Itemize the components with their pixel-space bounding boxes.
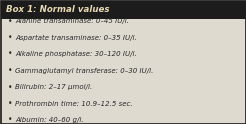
Text: •: •: [8, 66, 13, 75]
Text: Alanine transaminase: 0–45 IU/l.: Alanine transaminase: 0–45 IU/l.: [15, 18, 129, 24]
Text: Bilirubin: 2–17 μmol/l.: Bilirubin: 2–17 μmol/l.: [15, 84, 92, 90]
Text: •: •: [8, 33, 13, 42]
Text: •: •: [8, 16, 13, 26]
Text: •: •: [8, 49, 13, 59]
Text: Box 1: Normal values: Box 1: Normal values: [6, 4, 109, 14]
Text: Albumin: 40–60 g/l.: Albumin: 40–60 g/l.: [15, 117, 84, 123]
Text: •: •: [8, 82, 13, 92]
Text: Alkaline phosphatase: 30–120 IU/l.: Alkaline phosphatase: 30–120 IU/l.: [15, 51, 137, 57]
Text: •: •: [8, 115, 13, 124]
Text: Prothrombin time: 10.9–12.5 sec.: Prothrombin time: 10.9–12.5 sec.: [15, 100, 133, 107]
Text: Aspartate transaminase: 0–35 IU/l.: Aspartate transaminase: 0–35 IU/l.: [15, 34, 137, 41]
Text: •: •: [8, 99, 13, 108]
FancyBboxPatch shape: [0, 0, 246, 18]
Text: Gammaglutamyl transferase: 0–30 IU/l.: Gammaglutamyl transferase: 0–30 IU/l.: [15, 67, 153, 74]
